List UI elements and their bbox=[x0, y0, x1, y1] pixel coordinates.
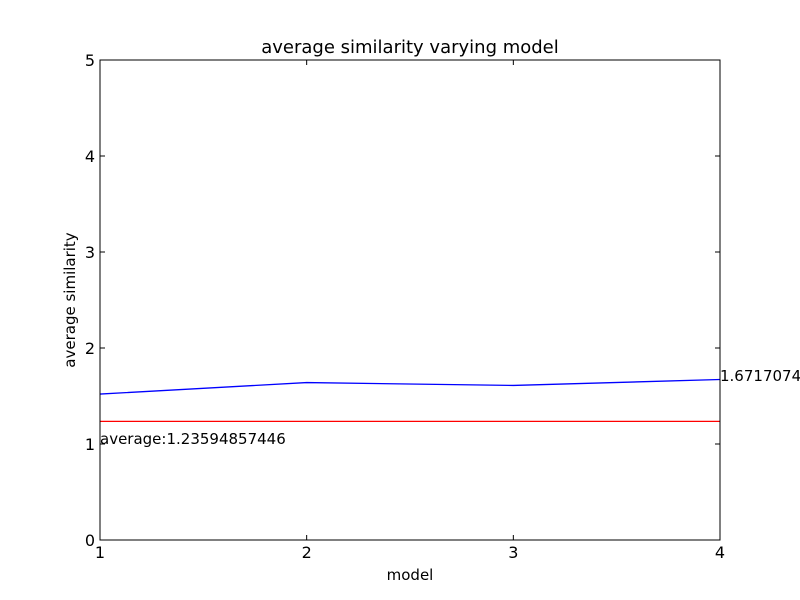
y-tick-label: 0 bbox=[85, 531, 95, 550]
series-line bbox=[99, 378, 721, 395]
y-axis-label: average similarity bbox=[61, 232, 79, 368]
x-axis-label: model bbox=[387, 566, 434, 584]
x-tick-label: 4 bbox=[715, 543, 725, 562]
y-tick-labels: 0 1 2 3 4 5 bbox=[85, 51, 95, 550]
y-tick-label: 4 bbox=[85, 147, 95, 166]
y-tick-label: 5 bbox=[85, 51, 95, 70]
chart-title: average similarity varying model bbox=[261, 37, 559, 58]
x-tick-label: 3 bbox=[508, 543, 518, 562]
y-tick-label: 2 bbox=[85, 339, 95, 358]
last-value-annotation: 1.6717074 bbox=[720, 367, 800, 385]
axis-ticks bbox=[99, 59, 721, 541]
y-tick-label: 3 bbox=[85, 243, 95, 262]
average-annotation: average:1.23594857446 bbox=[100, 430, 286, 448]
plot-area-frame bbox=[99, 59, 721, 541]
x-tick-labels: 1 2 3 4 bbox=[95, 543, 725, 562]
y-tick-label: 1 bbox=[85, 435, 95, 454]
x-tick-label: 1 bbox=[95, 543, 105, 562]
x-tick-label: 2 bbox=[302, 543, 312, 562]
